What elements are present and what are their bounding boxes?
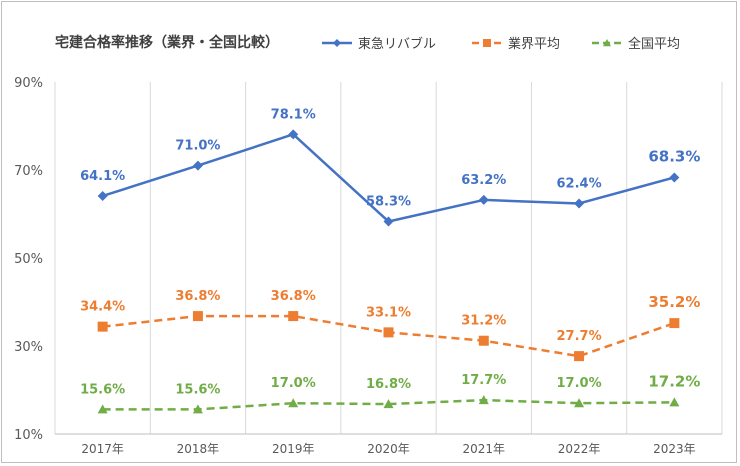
data-point-marker — [192, 404, 203, 414]
y-tick-label: 30% — [14, 340, 43, 355]
data-point-marker — [288, 398, 299, 408]
y-tick-label: 50% — [14, 252, 43, 267]
data-label: 17.2% — [648, 372, 700, 390]
data-label: 36.8% — [175, 289, 220, 304]
data-label: 17.0% — [271, 376, 316, 391]
y-tick-label: 10% — [14, 428, 43, 443]
data-point-marker — [478, 395, 489, 405]
data-label: 35.2% — [648, 293, 700, 311]
series-group: 64.1% 71.0% 78.1% 58.3% 63.2% 62.4% 68.3% 34.4%… — [80, 107, 700, 414]
data-point-marker — [478, 335, 489, 346]
series-3: 15.6% 15.6% 17.0% 16.8% 17.7% 17.0% 17.2% — [80, 372, 700, 414]
data-label: 15.6% — [175, 382, 220, 397]
chart-title: 宅建合格率推移（業界・全国比較） — [55, 34, 279, 51]
data-point-marker — [288, 129, 299, 140]
x-tick-label: 2022年 — [558, 442, 601, 456]
data-point-marker — [288, 311, 299, 322]
data-label: 64.1% — [80, 169, 125, 184]
data-label: 17.7% — [461, 373, 506, 388]
x-tick-label: 2019年 — [272, 442, 315, 456]
data-point-marker — [669, 318, 680, 329]
data-point-marker — [192, 311, 203, 322]
data-point-marker — [383, 327, 394, 338]
data-point-marker — [192, 160, 203, 171]
legend: 東急リバブル 業界平均 全国平均 — [322, 36, 680, 52]
data-point-marker — [574, 351, 585, 362]
grid — [54, 82, 723, 434]
data-label: 62.4% — [557, 176, 602, 191]
x-tick-label: 2021年 — [463, 442, 506, 456]
legend-label: 東急リバブル — [358, 36, 436, 52]
data-label: 36.8% — [271, 289, 316, 304]
data-point-marker — [97, 190, 108, 201]
series-1: 64.1% 71.0% 78.1% 58.3% 63.2% 62.4% 68.3% — [80, 107, 700, 227]
x-tick-label: 2023年 — [653, 442, 696, 456]
data-point-marker — [97, 321, 108, 332]
data-point-marker — [383, 216, 394, 227]
data-point-marker — [603, 39, 611, 47]
data-label: 31.2% — [461, 314, 506, 329]
data-label: 71.0% — [175, 139, 220, 154]
data-point-marker — [574, 198, 585, 209]
legend-label: 業界平均 — [508, 36, 560, 52]
x-tick-label: 2020年 — [367, 442, 410, 456]
y-tick-label: 70% — [14, 164, 43, 179]
data-label: 16.8% — [366, 377, 411, 392]
data-label: 68.3% — [648, 147, 700, 165]
data-point-marker — [333, 39, 341, 47]
data-point-marker — [478, 194, 489, 205]
legend-item: 業界平均 — [472, 36, 560, 52]
data-point-marker — [669, 172, 680, 183]
axes: 10% 30% 50% 70% 90% 2017年 2018年 2019年 2020年 2021年… — [14, 76, 722, 456]
y-tick-label: 90% — [14, 76, 43, 91]
data-point-marker — [97, 404, 108, 414]
data-point-marker — [669, 397, 680, 407]
data-point-marker — [483, 39, 491, 47]
legend-item: 東急リバブル — [322, 36, 436, 52]
data-label: 33.1% — [366, 305, 411, 320]
data-point-marker — [383, 399, 394, 409]
legend-item: 全国平均 — [592, 36, 680, 52]
data-label: 34.4% — [80, 300, 125, 315]
data-label: 78.1% — [271, 107, 316, 122]
x-tick-label: 2018年 — [177, 442, 220, 456]
data-point-marker — [574, 398, 585, 408]
data-label: 15.6% — [80, 382, 125, 397]
x-tick-label: 2017年 — [81, 442, 124, 456]
legend-label: 全国平均 — [628, 36, 680, 52]
data-label: 27.7% — [557, 329, 602, 344]
data-label: 58.3% — [366, 194, 411, 209]
series-2: 34.4% 36.8% 36.8% 33.1% 31.2% 27.7% 35.2% — [80, 289, 700, 362]
data-label: 17.0% — [557, 376, 602, 391]
data-label: 63.2% — [461, 173, 506, 188]
